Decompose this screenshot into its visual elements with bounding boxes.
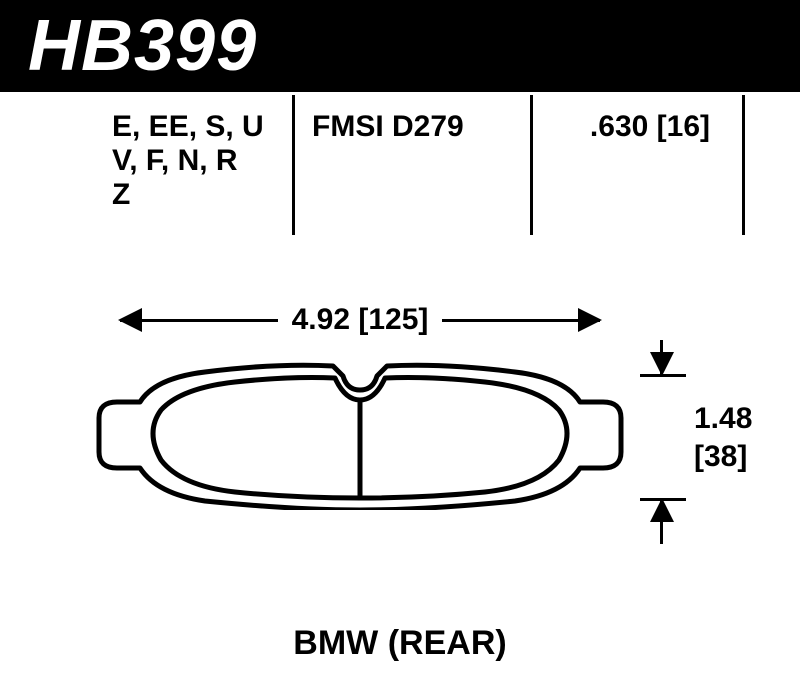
arrowhead-down-icon: [650, 352, 674, 376]
spec-thickness: .630 [16]: [530, 110, 740, 212]
height-mm-wrap: [38]: [694, 438, 752, 476]
spec-row: E, EE, S, U V, F, N, R Z FMSI D279 .630 …: [100, 110, 750, 212]
pad-svg: [95, 360, 625, 510]
divider-line: [530, 95, 533, 235]
height-dimension: 1.48 [38]: [640, 340, 770, 550]
arrowhead-left-icon: [118, 308, 142, 332]
spec-fmsi: FMSI D279: [300, 110, 530, 212]
spec-compounds: E, EE, S, U V, F, N, R Z: [100, 110, 300, 212]
divider-line: [742, 95, 745, 235]
height-label: 1.48 [38]: [694, 400, 752, 475]
height-inches: 1.48: [694, 400, 752, 438]
arrowhead-right-icon: [578, 308, 602, 332]
brake-pad-outline: [95, 360, 625, 510]
compounds-line: V, F, N, R: [112, 144, 288, 178]
compounds-line: E, EE, S, U: [112, 110, 288, 144]
width-label: 4.92 [125]: [278, 303, 443, 337]
arrowhead-up-icon: [650, 498, 674, 522]
width-inches: 4.92: [292, 303, 350, 336]
width-dimension: 4.92 [125]: [120, 295, 600, 345]
application-label: BMW (REAR): [0, 624, 800, 663]
part-number: HB399: [28, 5, 257, 87]
height-mm: 38: [704, 440, 737, 473]
compounds-line: Z: [112, 178, 288, 212]
divider-line: [292, 95, 295, 235]
header-bar: HB399: [0, 0, 800, 92]
width-mm: 125: [368, 303, 418, 336]
